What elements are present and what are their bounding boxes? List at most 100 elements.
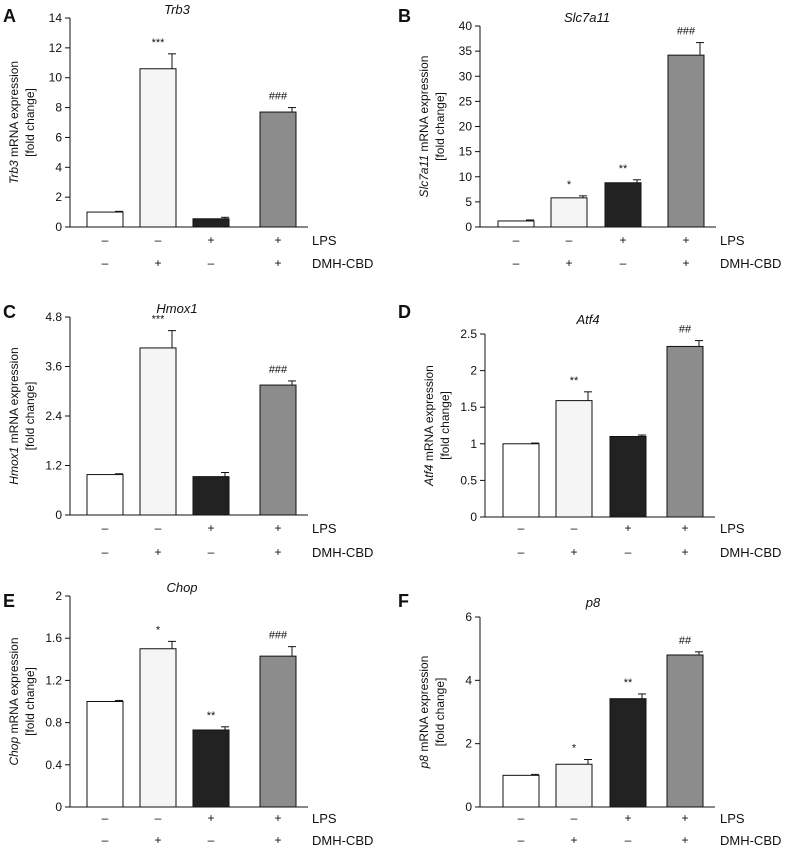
lps-sign: + [682,233,689,247]
y-tick-label: 40 [459,19,473,33]
y-axis-label-line2: [fold change] [433,678,447,747]
y-tick-label: 1.6 [45,631,62,645]
dmh-cbd-label: DMH-CBD [312,833,373,848]
bar [667,54,705,228]
lps-sign: – [513,233,520,247]
y-tick-label: 10 [49,71,63,85]
y-tick-label: 0.8 [45,716,62,730]
lps-sign: + [207,521,214,535]
lps-sign: – [102,521,109,535]
lps-sign: + [274,521,281,535]
panel-letter: C [3,302,16,322]
significance-mark: ### [269,91,288,103]
bar [604,182,642,228]
panel-c: C Hmox1 0 1.2 2.4 3.6 4.8 Hmox1 mRNA expression… [3,301,373,560]
dmh-cbd-sign: + [274,256,281,270]
bar [555,400,593,518]
significance-mark: ** [624,677,633,689]
dmh-cbd-sign: + [570,833,577,847]
lps-sign: – [571,521,578,535]
significance-mark: ** [619,163,628,175]
significance-mark: *** [152,314,166,326]
lps-label: LPS [312,811,337,826]
dmh-cbd-sign: – [102,545,109,559]
significance-mark: ### [677,26,696,38]
y-axis-label: Trb3 mRNA expression [7,61,21,184]
lps-sign: – [155,811,162,825]
lps-label: LPS [312,521,337,536]
dmh-cbd-sign: – [518,545,525,559]
dmh-cbd-sign: + [274,833,281,847]
lps-label: LPS [720,521,745,536]
significance-mark: *** [152,37,166,49]
chart-title: Atf4 [575,312,599,327]
lps-sign: + [681,521,688,535]
bar [86,474,124,516]
dmh-cbd-sign: – [102,256,109,270]
lps-sign: – [518,521,525,535]
significance-mark: ** [207,710,216,722]
dmh-cbd-sign: – [102,833,109,847]
y-tick-label: 0 [465,800,472,814]
y-tick-label: 2 [55,589,62,603]
bar [139,347,177,516]
panel-e: E Chop 0 0.4 0.8 1.2 1.6 2 Chop mRNA expression[… [3,580,373,848]
bar [139,648,177,808]
y-tick-label: 20 [459,120,473,134]
y-tick-label: 0 [470,510,477,524]
y-axis-label: Atf4 mRNA expression [422,365,436,487]
chart-title: Trb3 [164,2,191,17]
significance-mark: * [156,624,161,636]
significance-mark: ## [679,635,692,647]
panel-letter: A [3,6,16,26]
bar [609,435,647,518]
y-axis-label-line2: [fold change] [23,88,37,157]
dmh-cbd-sign: + [565,256,572,270]
y-tick-label: 0 [465,220,472,234]
lps-sign: – [155,521,162,535]
dmh-cbd-sign: + [682,256,689,270]
bar [86,211,124,228]
panel-d: D Atf4 0 0.5 1 1.5 2 2.5 Atf4 mRNA expression [fo… [398,302,781,560]
y-tick-label: 0 [55,508,62,522]
panel-letter: D [398,302,411,322]
y-tick-label: 25 [459,94,473,108]
panel-letter: E [3,591,15,611]
bar [497,220,535,228]
y-tick-label: 3.6 [45,360,62,374]
significance-mark: ### [269,364,288,376]
dmh-cbd-sign: + [154,256,161,270]
lps-sign: + [624,521,631,535]
lps-sign: + [274,233,281,247]
significance-mark: ## [679,324,692,336]
y-tick-label: 8 [55,101,62,115]
lps-sign: – [155,233,162,247]
lps-label: LPS [720,233,745,248]
bar [86,701,124,808]
lps-label: LPS [312,233,337,248]
dmh-cbd-sign: + [681,545,688,559]
bar [259,111,297,228]
y-axis-label-line2: [fold change] [23,382,37,451]
dmh-cbd-sign: – [208,833,215,847]
y-tick-label: 35 [459,44,473,58]
y-tick-label: 10 [459,170,473,184]
y-tick-label: 14 [49,11,63,25]
lps-sign: – [571,811,578,825]
y-tick-label: 2 [55,190,62,204]
bar [259,655,297,808]
y-tick-label: 6 [465,610,472,624]
lps-sign: + [619,233,626,247]
y-tick-label: 0.4 [45,758,62,772]
bar [502,774,540,808]
significance-mark: * [572,743,577,755]
lps-sign: – [518,811,525,825]
dmh-cbd-sign: – [620,256,627,270]
dmh-cbd-sign: – [513,256,520,270]
dmh-cbd-sign: + [681,833,688,847]
significance-mark: ### [269,630,288,642]
significance-mark: ** [570,375,579,387]
lps-sign: + [274,811,281,825]
